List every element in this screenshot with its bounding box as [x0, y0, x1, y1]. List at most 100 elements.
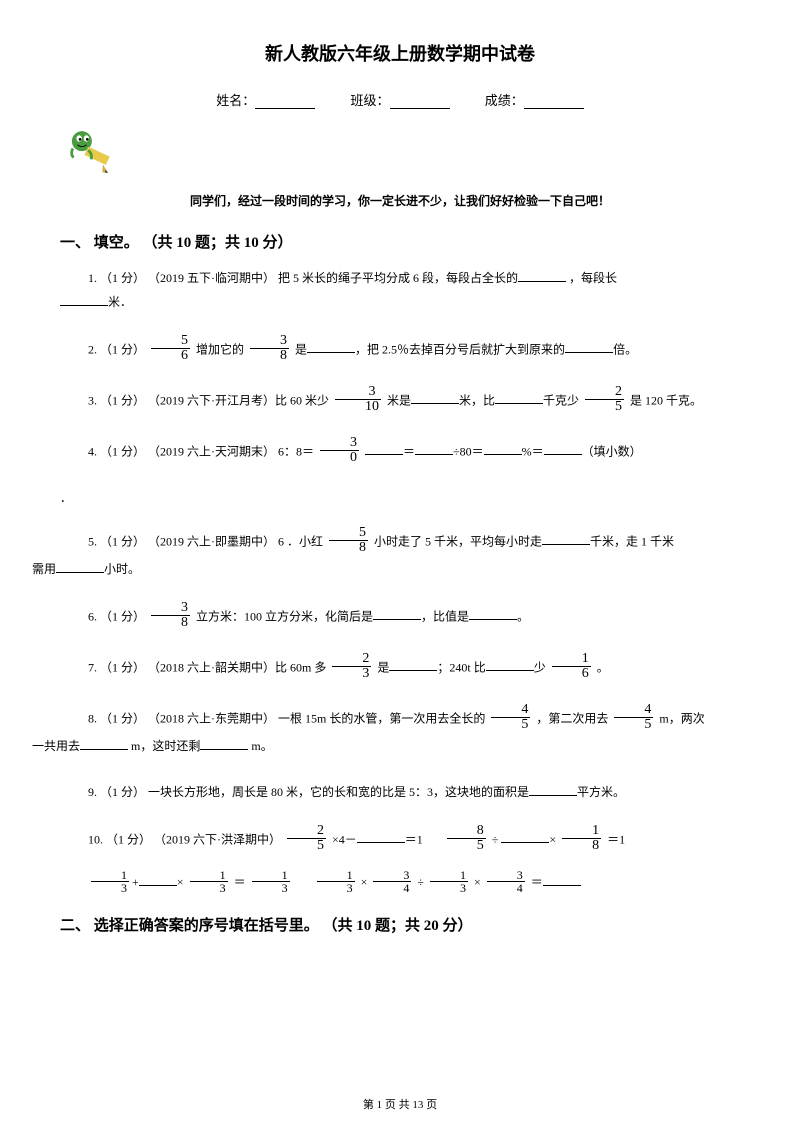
question-2: 2. （1 分） 56 增加它的 38 是，把 2.5％去掉百分号后就扩大到原来…	[60, 336, 740, 365]
q7-text: 7. （1 分） （2018 六上·韶关期中）比 60m 多	[88, 660, 329, 674]
fraction-1-3-b: 13	[190, 869, 228, 894]
q7-text3: ；240t 比	[437, 660, 485, 674]
q2-text: 2. （1 分）	[88, 342, 148, 356]
q3-text3: 米，比	[459, 393, 495, 407]
q10-text2: ×4－	[329, 832, 357, 846]
pencil-icon	[68, 123, 123, 173]
fraction-3-4-b: 34	[487, 869, 525, 894]
q7-text2: 是	[374, 660, 389, 674]
question-1: 1. （1 分） （2019 五下·临河期中） 把 5 米长的绳子平均分成 6 …	[60, 266, 740, 314]
q10b-t5: ÷	[414, 875, 427, 889]
fraction-5-8: 58	[329, 526, 368, 555]
q2-blank-2[interactable]	[565, 341, 613, 353]
q6-text4: 。	[517, 609, 529, 623]
q1-blank-2[interactable]	[60, 294, 108, 306]
fraction-3-8: 38	[250, 334, 289, 363]
q1-text: 1. （1 分） （2019 五下·临河期中） 把 5 米长的绳子平均分成 6 …	[88, 271, 518, 285]
q5-text4: 需用	[32, 562, 56, 576]
fraction-1-3-c: 13	[252, 869, 290, 894]
question-6: 6. （1 分） 38 立方米：100 立方分米，化简后是，比值是。	[60, 603, 740, 632]
q6-blank-2[interactable]	[469, 608, 517, 620]
q5-blank-2[interactable]	[56, 561, 104, 573]
q4-blank-4[interactable]	[544, 443, 582, 455]
q2-text2: 增加它的	[193, 342, 247, 356]
q9-text: 9. （1 分） 一块长方形地，周长是 80 米，它的长和宽的比是 5：3，这块…	[88, 785, 529, 799]
q10b-blank-2[interactable]	[543, 874, 581, 886]
q10-text6: ＝1	[604, 832, 625, 846]
fraction-1-6: 16	[552, 652, 591, 681]
q10b-t3: ＝	[231, 875, 249, 889]
q10b-t6: ×	[471, 875, 484, 889]
q10-blank-2[interactable]	[501, 831, 549, 843]
q4-blank-1[interactable]	[365, 443, 403, 455]
score-label: 成绩：	[485, 93, 524, 108]
q4-text5: （填小数）	[582, 444, 642, 458]
q4-text: 4. （1 分） （2019 六上·天河期末） 6：8＝	[88, 444, 317, 458]
q1-text2: ，每段长	[566, 271, 617, 285]
q8-text2: ，第二次用去	[533, 711, 611, 725]
q7-blank-2[interactable]	[486, 659, 534, 671]
q6-text2: 立方米：100 立方分米，化简后是	[193, 609, 373, 623]
q10b-t4: ×	[358, 875, 371, 889]
q9-blank-1[interactable]	[529, 784, 577, 796]
q4-text4: %＝	[522, 444, 544, 458]
document-title: 新人教版六年级上册数学期中试卷	[60, 40, 740, 66]
class-blank[interactable]	[390, 95, 450, 109]
q3-text2: 米是	[384, 393, 411, 407]
q1-text3: 米．	[108, 295, 132, 309]
question-9: 9. （1 分） 一块长方形地，周长是 80 米，它的长和宽的比是 5：3，这块…	[60, 780, 740, 804]
fraction-1-3-e: 13	[430, 869, 468, 894]
q10-text3: ＝1	[405, 832, 444, 846]
name-field: 姓名：	[216, 90, 315, 109]
fraction-1-3-a: 13	[91, 869, 129, 894]
question-10b: 13+× 13 ＝ 13 13 × 34 ÷ 13 × 34 ＝	[60, 869, 740, 896]
score-field: 成绩：	[485, 90, 584, 109]
fraction-4-5-b: 45	[614, 703, 653, 732]
q4-text2: ＝	[403, 444, 415, 458]
q3-text4: 千克少	[543, 393, 582, 407]
q7-text5: 。	[594, 660, 609, 674]
question-8: 8. （1 分） （2018 六上·东莞期中） 一根 15m 长的水管，第一次用…	[60, 705, 740, 758]
q5-blank-1[interactable]	[542, 533, 590, 545]
q4-blank-3[interactable]	[484, 443, 522, 455]
q8-blank-1[interactable]	[80, 738, 128, 750]
q8-text: 8. （1 分） （2018 六上·东莞期中） 一根 15m 长的水管，第一次用…	[88, 711, 488, 725]
fraction-2-5-b: 25	[287, 824, 326, 853]
q8-blank-2[interactable]	[200, 738, 248, 750]
fraction-3-0: 30	[320, 436, 359, 465]
q10-text4: ÷	[489, 832, 502, 846]
section-1-header: 一、 填空。 （共 10 题；共 10 分）	[60, 231, 740, 252]
q10-text: 10. （1 分） （2019 六下·洪泽期中）	[88, 832, 284, 846]
q10b-blank-1[interactable]	[139, 874, 177, 886]
fraction-3-8-b: 38	[151, 601, 190, 630]
name-blank[interactable]	[255, 95, 315, 109]
score-blank[interactable]	[524, 95, 584, 109]
q7-text4: 少	[534, 660, 549, 674]
q9-text2: 平方米。	[577, 785, 625, 799]
class-label: 班级：	[350, 93, 389, 108]
q8-text3: m，两次	[656, 711, 704, 725]
fraction-3-10: 310	[335, 385, 381, 414]
q10b-gap	[293, 875, 314, 889]
q4-trailing: ．	[60, 489, 740, 506]
q6-blank-1[interactable]	[373, 608, 421, 620]
fraction-2-3: 23	[332, 652, 371, 681]
q7-blank-1[interactable]	[389, 659, 437, 671]
q2-blank-1[interactable]	[307, 341, 355, 353]
q3-text: 3. （1 分） （2019 六下·开江月考）比 60 米少	[88, 393, 332, 407]
q8-text4: 一共用去	[32, 739, 80, 753]
q2-text5: 倍。	[613, 342, 637, 356]
q10b-t7: ＝	[528, 875, 543, 889]
q6-text: 6. （1 分）	[88, 609, 148, 623]
q5-text2: 小时走了 5 千米，平均每小时走	[371, 534, 542, 548]
q1-blank-1[interactable]	[518, 270, 566, 282]
q4-blank-2[interactable]	[415, 443, 453, 455]
q3-blank-1[interactable]	[411, 392, 459, 404]
fraction-1-3-d: 13	[317, 869, 355, 894]
q2-text4: ，把 2.5％去掉百分号后就扩大到原来的	[355, 342, 565, 356]
q10-blank-1[interactable]	[357, 831, 405, 843]
q3-blank-2[interactable]	[495, 392, 543, 404]
fraction-2-5: 25	[585, 385, 624, 414]
fraction-5-6: 56	[151, 334, 190, 363]
q5-text5: 小时。	[104, 562, 140, 576]
